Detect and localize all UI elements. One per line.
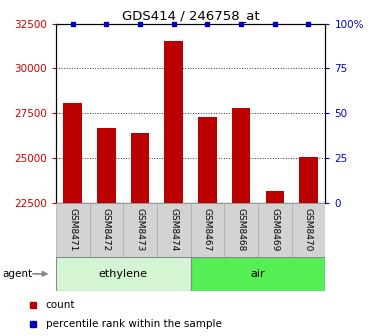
Bar <box>64 102 82 203</box>
Text: GSM8474: GSM8474 <box>169 208 178 251</box>
Text: air: air <box>251 269 265 279</box>
Bar <box>131 133 149 203</box>
Text: count: count <box>45 300 75 309</box>
Bar <box>198 117 217 203</box>
Text: percentile rank within the sample: percentile rank within the sample <box>45 319 221 329</box>
Bar <box>97 128 115 203</box>
Bar <box>123 203 157 257</box>
Bar <box>89 203 123 257</box>
Bar <box>224 203 258 257</box>
Bar <box>266 191 284 203</box>
Bar <box>258 203 292 257</box>
Text: GSM8467: GSM8467 <box>203 208 212 251</box>
Text: agent: agent <box>2 269 32 279</box>
Bar <box>56 257 191 291</box>
Bar <box>191 257 325 291</box>
Title: GDS414 / 246758_at: GDS414 / 246758_at <box>122 9 259 23</box>
Text: GSM8469: GSM8469 <box>270 208 279 251</box>
Bar <box>164 41 183 203</box>
Text: GSM8473: GSM8473 <box>136 208 144 251</box>
Text: ethylene: ethylene <box>99 269 148 279</box>
Bar <box>157 203 191 257</box>
Text: GSM8470: GSM8470 <box>304 208 313 251</box>
Text: GSM8472: GSM8472 <box>102 208 111 251</box>
Bar <box>232 108 250 203</box>
Text: GSM8471: GSM8471 <box>68 208 77 251</box>
Text: GSM8468: GSM8468 <box>237 208 246 251</box>
Bar <box>292 203 325 257</box>
Bar <box>56 203 89 257</box>
Bar <box>191 203 224 257</box>
Bar <box>299 158 318 203</box>
